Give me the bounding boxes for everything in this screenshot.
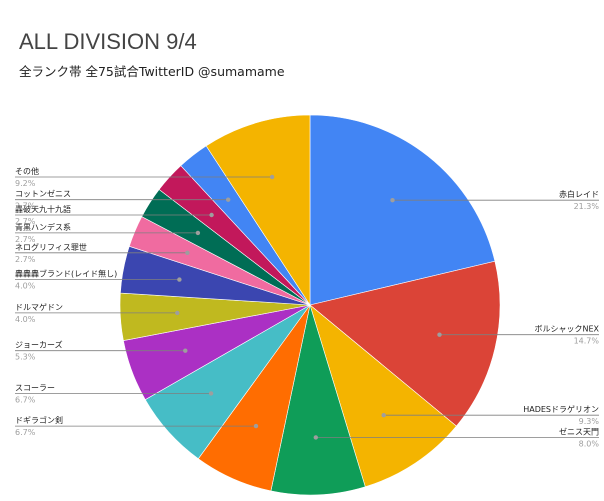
pie-slice <box>205 114 311 307</box>
slice-percent: 9.2% <box>15 179 36 188</box>
slice-percent: 8.0% <box>579 439 600 448</box>
pie-slice <box>309 114 496 306</box>
leader-dot <box>381 413 386 418</box>
pie-slice <box>270 304 366 496</box>
slice-percent: 9.3% <box>579 417 600 426</box>
slice-percent: 4.0% <box>15 315 36 324</box>
slice-label: 赤白レイド <box>559 189 599 199</box>
leader-dot <box>226 197 231 202</box>
slice-percent: 2.7% <box>15 235 36 244</box>
slice-label: ドルマゲドン <box>15 302 63 312</box>
slice-percent: 6.7% <box>15 395 36 404</box>
slice-percent: 21.3% <box>574 202 600 211</box>
leader-dot <box>209 212 214 218</box>
slice-percent: 2.7% <box>15 255 36 264</box>
slice-percent: 4.0% <box>15 282 36 291</box>
slice-percent: 14.7% <box>574 337 600 346</box>
pie-slices <box>119 114 501 496</box>
slice-percent: 2.7% <box>15 217 36 226</box>
slice-label: 青黒ハンデス系 <box>15 222 71 232</box>
pie-slice <box>309 260 501 427</box>
slice-label: その他 <box>15 166 39 176</box>
leader-dot <box>313 435 318 440</box>
leader-dot <box>185 250 190 255</box>
leader-dot <box>269 174 275 180</box>
leader-dot <box>175 310 180 316</box>
slice-percent: 5.3% <box>15 353 36 362</box>
slice-label: ジョーカーズ <box>15 340 63 350</box>
leader-dot <box>208 391 214 396</box>
slice-percent: 6.7% <box>15 428 36 437</box>
slice-label: 轟破天九十九語 <box>15 204 71 214</box>
leader-dot <box>390 198 395 203</box>
chart-subtitle: 全ランク帯 全75試合TwitterID @sumamame <box>19 64 285 79</box>
slice-percent: 2.7% <box>15 202 36 211</box>
slice-label: ボルシャックNEX <box>534 325 599 334</box>
leader-dot <box>183 348 188 353</box>
slice-label: ネログリフィス罪世 <box>15 242 87 252</box>
chart-title: ALL DIVISION 9/4 <box>19 29 197 54</box>
leader-dot <box>177 277 182 282</box>
slice-label: コットンゼニス <box>15 189 71 199</box>
slice-labels: 赤白レイド 21.3% ボルシャックNEX 14.7% HADESドラゲリオン 9.3%ゼ… <box>15 166 600 448</box>
slice-label: HADESドラゲリオン <box>523 404 599 414</box>
slice-label: ドギラゴン剣 <box>15 415 63 425</box>
slice-label: ゼニス天門 <box>559 426 599 436</box>
leader-dot <box>195 230 201 236</box>
pie-slice <box>309 304 457 488</box>
slice-label: スコーラー <box>15 383 55 392</box>
leader-dot <box>253 423 259 429</box>
leader-dot <box>437 332 442 337</box>
slice-label: 轟轟轟ブランド(レイド無し) <box>15 269 117 279</box>
